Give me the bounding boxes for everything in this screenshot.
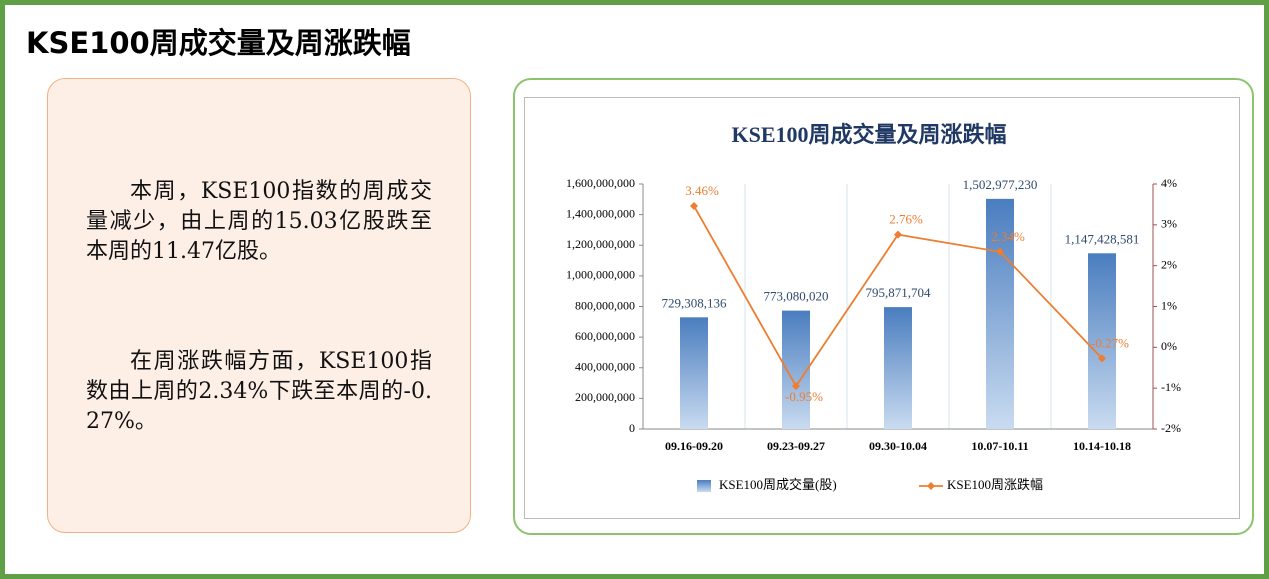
value-label: 795,871,704 [866, 285, 932, 300]
value-label: 1,502,977,230 [963, 177, 1038, 192]
y2-tick-label: -2% [1161, 421, 1181, 435]
chart-title: KSE100周成交量及周涨跌幅 [731, 122, 1006, 147]
value-label: 773,080,020 [764, 289, 829, 304]
y-tick-label: 1,400,000,000 [566, 206, 635, 220]
value-label: 3.46% [685, 183, 719, 198]
y-tick-label: 1,000,000,000 [566, 268, 635, 282]
value-label: -0.27% [1091, 335, 1129, 350]
y2-tick-label: 4% [1161, 176, 1177, 190]
paragraph: 本周，KSE100指数的周成交量减少，由上周的15.03亿股跌至本周的11.47… [86, 179, 432, 264]
y-tick-label: 800,000,000 [575, 298, 635, 312]
x-tick-label: 10.07-10.11 [971, 439, 1028, 453]
y-tick-label: 200,000,000 [575, 390, 635, 404]
y-tick-label: 400,000,000 [575, 360, 635, 374]
y-tick-label: 1,200,000,000 [566, 237, 635, 251]
value-label: -0.95% [785, 389, 823, 404]
text-panel: 本周，KSE100指数的周成交量减少，由上周的15.03亿股跌至本周的11.47… [47, 78, 471, 533]
bar [884, 307, 912, 429]
bar [986, 198, 1014, 429]
y2-tick-label: -1% [1161, 380, 1181, 394]
x-tick-label: 09.30-10.04 [869, 439, 927, 453]
value-label: 2.76% [889, 212, 923, 227]
legend-swatch [927, 482, 935, 490]
legend-swatch [697, 480, 711, 492]
y2-tick-label: 1% [1161, 298, 1177, 312]
marker [1098, 354, 1106, 363]
y-tick-label: 1,600,000,000 [566, 176, 635, 190]
marker [996, 247, 1004, 256]
y-tick-label: 600,000,000 [575, 329, 635, 343]
y2-tick-label: 3% [1161, 217, 1177, 231]
y2-tick-label: 0% [1161, 339, 1177, 353]
marker [690, 202, 698, 211]
bar [1088, 253, 1116, 429]
y-tick-label: 0 [629, 421, 635, 435]
bar [680, 317, 708, 429]
y2-tick-label: 2% [1161, 257, 1177, 271]
legend-label: KSE100周涨跌幅 [947, 477, 1043, 492]
value-label: 1,147,428,581 [1065, 231, 1140, 246]
x-tick-label: 09.23-09.27 [767, 439, 825, 453]
value-label: 729,308,136 [662, 295, 728, 310]
marker [894, 230, 902, 239]
x-tick-label: 10.14-10.18 [1073, 439, 1131, 453]
value-label: 2.34% [991, 229, 1025, 244]
paragraph: 在周涨跌幅方面，KSE100指数由上周的2.34%下跌至本周的-0.27%。 [86, 349, 432, 434]
x-tick-label: 09.16-09.20 [665, 439, 723, 453]
legend-label: KSE100周成交量(股) [719, 477, 837, 492]
marker [792, 382, 800, 391]
page-title: KSE100周成交量及周涨跌幅 [26, 26, 411, 60]
